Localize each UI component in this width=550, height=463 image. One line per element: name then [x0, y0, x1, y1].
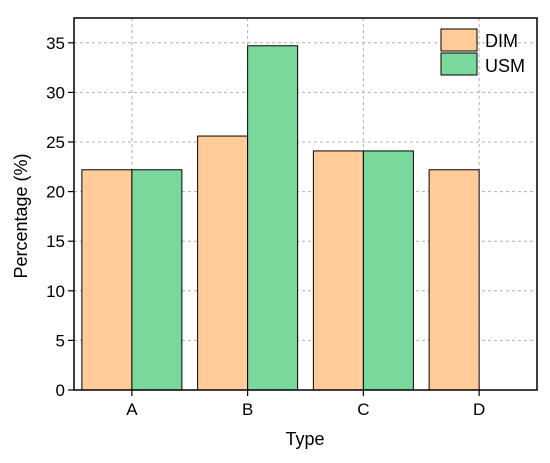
- legend-swatch-dim: [440, 28, 478, 52]
- y-tick-label: 5: [56, 331, 65, 350]
- x-tick-label-b: B: [242, 400, 253, 419]
- bar-dim-d: [428, 169, 480, 391]
- y-tick-label: 35: [46, 34, 65, 53]
- x-tick-label-d: D: [473, 400, 485, 419]
- x-axis-title: Type: [285, 429, 324, 449]
- legend: DIM USM: [440, 28, 525, 76]
- bar-dim-b: [197, 135, 249, 391]
- tick-labels: 0 5 10 15 20 25 30 35 A B C D: [46, 34, 485, 419]
- x-tick-label-c: C: [357, 400, 369, 419]
- legend-label-dim: DIM: [485, 31, 518, 51]
- y-tick-label: 25: [46, 133, 65, 152]
- y-tick-label: 15: [46, 232, 65, 251]
- axes: [68, 17, 538, 396]
- y-tick-label: 10: [46, 282, 65, 301]
- bar-usm-c: [362, 150, 414, 391]
- legend-label-usm: USM: [485, 56, 525, 76]
- bar-dim-c: [312, 150, 364, 391]
- y-tick-label: 30: [46, 83, 65, 102]
- legend-swatch-usm: [440, 52, 478, 76]
- bar-usm-b: [247, 45, 299, 391]
- x-tick-label-a: A: [126, 400, 138, 419]
- y-tick-label: 20: [46, 183, 65, 202]
- y-axis-title: Percentage (%): [11, 153, 31, 278]
- bar-dim-a: [81, 169, 133, 391]
- bar-usm-a: [131, 169, 183, 391]
- bars: [81, 45, 480, 391]
- plot-frame: [73, 17, 538, 391]
- y-tick-label: 0: [56, 381, 65, 400]
